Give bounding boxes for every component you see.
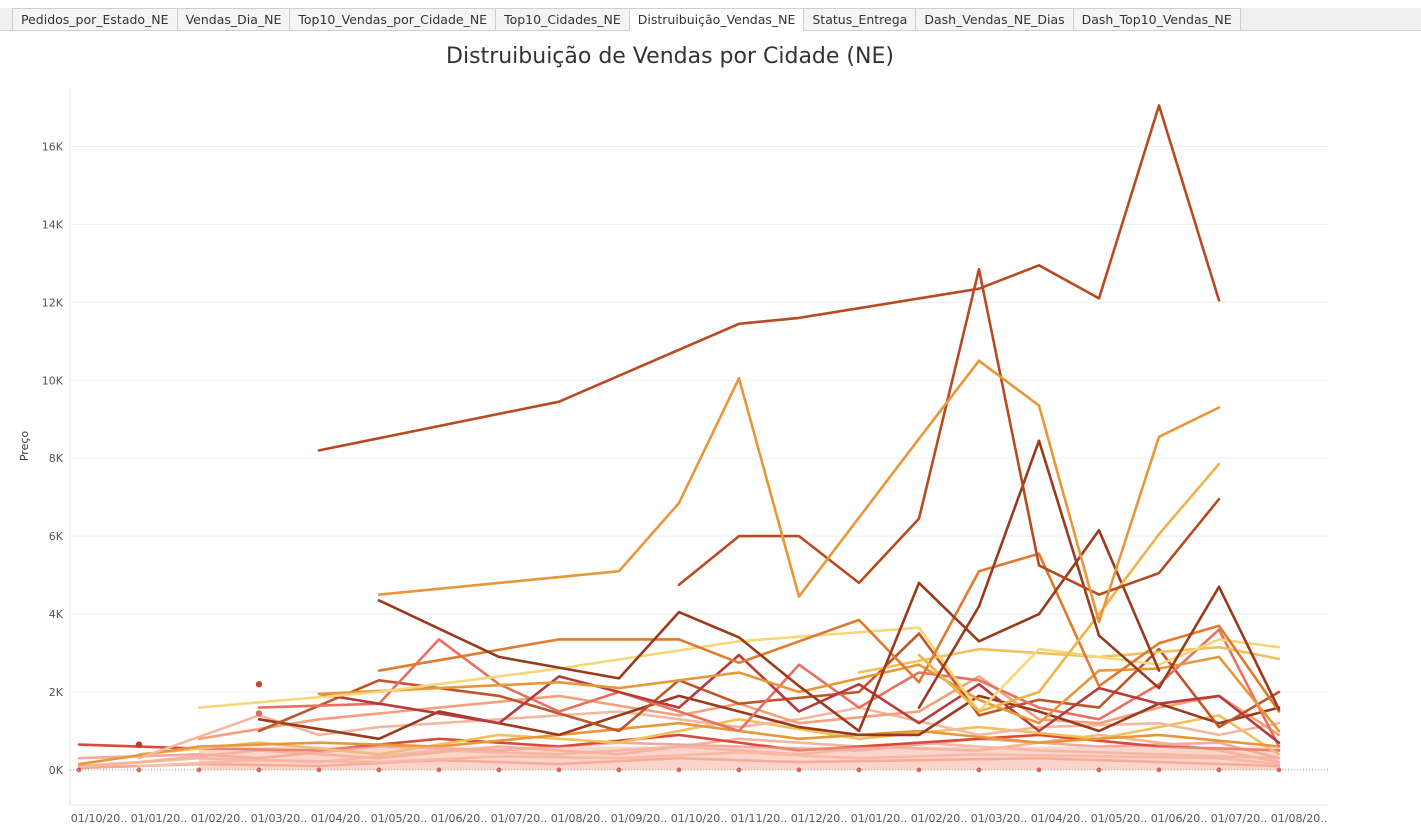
y-tick-label: 6K (49, 530, 64, 543)
series-line-11 (257, 628, 1281, 748)
zero-marker (676, 767, 682, 773)
x-tick-label: 01/06/20.. (431, 812, 487, 825)
y-tick-label: 14K (42, 218, 64, 231)
zero-marker (1216, 767, 1222, 773)
y-tick-label: 8K (49, 452, 64, 465)
sheet-tab-1[interactable]: Vendas_Dia_NE (176, 8, 291, 30)
zero-marker (856, 767, 862, 773)
x-tick-label: 01/08/20.. (1271, 812, 1327, 825)
chart-title: Distruibuição de Vendas por Cidade (NE) (446, 44, 894, 69)
sheet-tab-2[interactable]: Top10_Vendas_por_Cidade_NE (289, 8, 497, 30)
zero-marker (556, 767, 562, 773)
x-tick-label: 01/12/20.. (791, 812, 847, 825)
series-line-4 (917, 462, 1221, 713)
zero-marker (1276, 767, 1282, 773)
zero-marker (496, 767, 502, 773)
x-tick-label: 01/02/20.. (911, 812, 967, 825)
x-tick-label: 01/02/20.. (191, 812, 247, 825)
x-tick-label: 01/03/20.. (971, 812, 1027, 825)
x-tick-label: 01/07/20.. (1211, 812, 1267, 825)
x-tick-label: 01/01/20.. (131, 812, 187, 825)
sheet-tab-3[interactable]: Top10_Cidades_NE (495, 8, 630, 30)
sheet-tab-7[interactable]: Dash_Top10_Vendas_NE (1072, 8, 1241, 30)
zero-marker (316, 767, 322, 773)
x-tick-label: 01/04/20.. (311, 812, 367, 825)
x-tick-label: 01/05/20.. (371, 812, 427, 825)
series-line-7 (197, 626, 1281, 713)
sheet-tab-0[interactable]: Pedidos_por_Estado_NE (12, 8, 178, 30)
x-tick-label: 01/09/20.. (611, 812, 667, 825)
x-tick-label: 01/10/20.. (71, 812, 127, 825)
zero-marker (796, 767, 802, 773)
series-line-6 (377, 552, 1281, 713)
data-point-2 (255, 710, 263, 717)
x-tick-label: 01/03/20.. (251, 812, 307, 825)
y-tick-label: 12K (42, 296, 64, 309)
sheet-tab-6[interactable]: Dash_Vendas_NE_Dias (915, 8, 1074, 30)
x-tick-label: 01/04/20.. (1031, 812, 1087, 825)
data-point-1 (255, 681, 263, 688)
zero-marker (976, 767, 982, 773)
series-line-5 (377, 529, 1161, 733)
y-tick-label: 2K (49, 686, 64, 699)
zero-marker (376, 767, 382, 773)
series-line-10 (317, 653, 1281, 744)
zero-marker (1036, 767, 1042, 773)
series-line-16 (77, 721, 1281, 766)
series-line-2 (677, 267, 1221, 596)
x-tick-label: 01/07/20.. (491, 812, 547, 825)
zero-marker (1156, 767, 1162, 773)
series-line-14 (197, 675, 1281, 741)
series-line-1 (377, 359, 1221, 624)
x-tick-label: 01/05/20.. (1091, 812, 1147, 825)
sheet-tab-bar: Pedidos_por_Estado_NE Vendas_Dia_NE Top10_… (0, 0, 1421, 31)
dense-band (199, 746, 1279, 770)
y-tick-label: 10K (42, 374, 64, 387)
sheet-tabs: Pedidos_por_Estado_NE Vendas_Dia_NE Top10_… (12, 8, 1241, 31)
y-tick-label: 0K (49, 764, 64, 777)
zero-marker (916, 767, 922, 773)
series-line-3 (917, 439, 1281, 711)
zero-marker (256, 767, 262, 773)
zero-marker (76, 767, 82, 773)
x-tick-label: 01/11/20.. (731, 812, 787, 825)
series-line-15 (137, 706, 1281, 760)
x-tick-label: 01/01/20.. (851, 812, 907, 825)
series-line-12 (257, 632, 1281, 733)
y-axis-label: Preço (18, 431, 31, 462)
zero-marker (436, 767, 442, 773)
zero-marker (196, 767, 202, 773)
x-tick-label: 01/06/20.. (1151, 812, 1207, 825)
zero-marker (1096, 767, 1102, 773)
zero-marker (136, 767, 142, 773)
zero-marker (616, 767, 622, 773)
data-point-0 (135, 741, 143, 748)
series-line-0 (317, 104, 1221, 452)
zero-marker (736, 767, 742, 773)
y-tick-label: 4K (49, 608, 64, 621)
x-tick-label: 01/08/20.. (551, 812, 607, 825)
x-tick-label: 01/10/20.. (671, 812, 727, 825)
y-tick-label: 16K (42, 140, 64, 153)
